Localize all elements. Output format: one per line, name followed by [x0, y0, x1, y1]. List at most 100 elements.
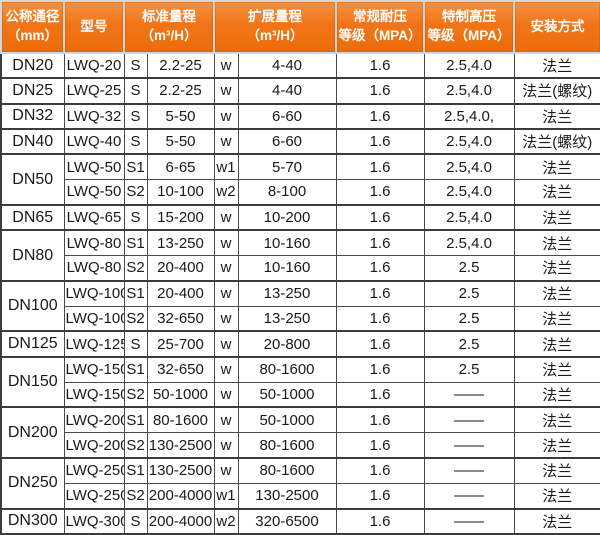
cell-high-pressure: 2.5,4.0: [423, 153, 515, 181]
table-row: DN250 LWQ-250 S1 130-2500 w 80-1600 1.6 …: [0, 456, 600, 510]
cell-mount: 法兰: [513, 355, 600, 383]
cell-w-label: w1: [213, 153, 239, 181]
cell-s-label: S2: [123, 381, 148, 408]
cell-s-label: S1: [123, 355, 148, 383]
cell-ext-range: 50-1000: [237, 406, 337, 434]
header-high-pressure: 特制高压 等级（MPA）: [423, 0, 515, 54]
cell-mount: 法兰: [513, 482, 600, 510]
cell-pressure: 1.6: [335, 406, 425, 434]
cell-s-label: S2: [123, 179, 148, 206]
cell-pressure: 1.6: [335, 102, 425, 130]
cell-pressure: 1.6: [335, 482, 425, 510]
cell-w-label: w: [213, 51, 239, 79]
cell-model: LWQ-50: [63, 153, 125, 181]
cell-model: LWQ-125: [63, 330, 125, 358]
cell-dn: DN150: [0, 355, 65, 408]
cell-std-range: 10-100: [146, 179, 215, 206]
cell-dn: DN100: [0, 279, 65, 332]
cell-model: LWQ-80: [63, 254, 125, 282]
table-row: DN25 LWQ-25 S 2.2-25 w 4-40 1.6 2.5,4.0 …: [0, 77, 600, 105]
cell-w-label: w2: [213, 179, 239, 206]
cell-s-label: S2: [123, 305, 148, 332]
cell-mount: 法兰: [513, 102, 600, 130]
cell-dn: DN300: [0, 507, 65, 535]
cell-mount: 法兰: [513, 432, 600, 459]
cell-model: LWQ-32: [63, 102, 125, 130]
cell-std-range: 6-65: [146, 153, 215, 181]
header-standard-range: 标准量程 （m³/H）: [123, 0, 215, 54]
cell-ext-range: 6-60: [237, 102, 337, 130]
cell-w-label: w: [213, 102, 239, 130]
cell-high-pressure: 2.5,4.0: [423, 51, 515, 79]
cell-dn: DN200: [0, 406, 65, 459]
table-row: LWQ-200 S2 130-2500 w 80-1600 1.6 —— 法兰: [1, 432, 600, 459]
cell-high-pressure: 2.5,4.0: [423, 179, 515, 206]
cell-w-label: w: [213, 203, 239, 231]
cell-pressure: 1.6: [335, 355, 425, 383]
cell-std-range: 5-50: [146, 127, 215, 155]
cell-mount: 法兰: [513, 330, 600, 358]
table-row: DN300 LWQ-300 S 200-4000 w2 320-6500 1.6…: [0, 507, 600, 535]
cell-w-label: w: [213, 381, 239, 408]
cell-s-label: S2: [123, 482, 148, 510]
cell-high-pressure: 2.5: [423, 330, 515, 358]
cell-std-range: 130-2500: [146, 432, 215, 459]
cell-ext-range: 13-250: [237, 279, 337, 307]
cell-s-label: S1: [123, 153, 148, 181]
cell-ext-range: 6-60: [237, 127, 337, 155]
cell-w-label: w: [213, 432, 239, 459]
cell-w-label: w: [213, 229, 239, 257]
cell-w-label: w: [213, 77, 239, 105]
table-row: DN200 LWQ-200 S1 80-1600 w 50-1000 1.6 —…: [0, 406, 600, 459]
cell-high-pressure: 2.5,4.0: [423, 203, 515, 231]
cell-ext-range: 10-160: [237, 254, 337, 282]
cell-std-range: 200-4000: [146, 482, 215, 510]
cell-pressure: 1.6: [335, 203, 425, 231]
header-row: 公称通径 （mm） 型号 标准量程 （m³/H） 扩展量程 （m³/H） 常规耐压 等级…: [0, 0, 600, 54]
cell-model: LWQ-150: [63, 381, 125, 408]
cell-std-range: 5-50: [146, 102, 215, 130]
cell-high-pressure: 2.5,4.0: [423, 127, 515, 155]
cell-std-range: 20-400: [146, 279, 215, 307]
cell-std-range: 32-650: [146, 305, 215, 332]
cell-model: LWQ-100: [63, 305, 125, 332]
cell-w-label: w: [213, 355, 239, 383]
cell-std-range: 32-650: [146, 355, 215, 383]
cell-std-range: 15-200: [146, 203, 215, 231]
cell-model: LWQ-50: [63, 179, 125, 206]
cell-ext-range: 5-70: [237, 153, 337, 181]
cell-high-pressure: ——: [423, 381, 515, 408]
cell-s-label: S: [123, 77, 148, 105]
cell-ext-range: 4-40: [237, 77, 337, 105]
cell-high-pressure: 2.5: [423, 279, 515, 307]
table-row: DN80 LWQ-80 S1 13-250 w 10-160 1.6 2.5,4…: [0, 229, 600, 282]
table-row: DN150 LWQ-150 S1 32-650 w 80-1600 1.6 2.…: [0, 355, 600, 408]
cell-high-pressure: ——: [423, 406, 515, 434]
cell-high-pressure: ——: [423, 482, 515, 510]
cell-dn: DN25: [0, 77, 65, 105]
cell-w-label: w: [213, 406, 239, 434]
cell-high-pressure: 2.5: [423, 305, 515, 332]
cell-s-label: S2: [123, 432, 148, 459]
cell-mount: 法兰: [513, 51, 600, 79]
cell-ext-range: 80-1600: [237, 456, 337, 484]
cell-ext-range: 80-1600: [237, 432, 337, 459]
cell-high-pressure: 2.5,4.0,: [423, 102, 515, 130]
header-standard-pressure: 常规耐压 等级（MPA）: [335, 0, 425, 54]
table-row: DN20 LWQ-20 S 2.2-25 w 4-40 1.6 2.5,4.0 …: [0, 51, 600, 79]
cell-s-label: S: [123, 330, 148, 358]
cell-dn: DN250: [0, 457, 65, 510]
table-row: DN125 LWQ-125 S 25-700 w 20-800 1.6 2.5 …: [0, 330, 600, 358]
table-row: DN40 LWQ-40 S 5-50 w 6-60 1.6 2.5,4.0 法兰…: [0, 127, 600, 155]
cell-s-label: S: [123, 127, 148, 155]
table-row: LWQ-100 S2 32-650 w 13-250 1.6 2.5 法兰: [1, 305, 600, 332]
cell-high-pressure: 2.5,4.0: [423, 229, 515, 257]
cell-w-label: w1: [213, 482, 239, 510]
cell-model: LWQ-25: [63, 77, 125, 105]
table-row: LWQ-150 S2 50-1000 w 50-1000 1.6 —— 法兰: [1, 381, 600, 408]
cell-s-label: S: [123, 51, 148, 79]
cell-model: LWQ-100: [63, 279, 125, 307]
cell-s-label: S: [123, 102, 148, 130]
cell-s-label: S1: [123, 279, 148, 307]
cell-w-label: w2: [213, 507, 239, 535]
